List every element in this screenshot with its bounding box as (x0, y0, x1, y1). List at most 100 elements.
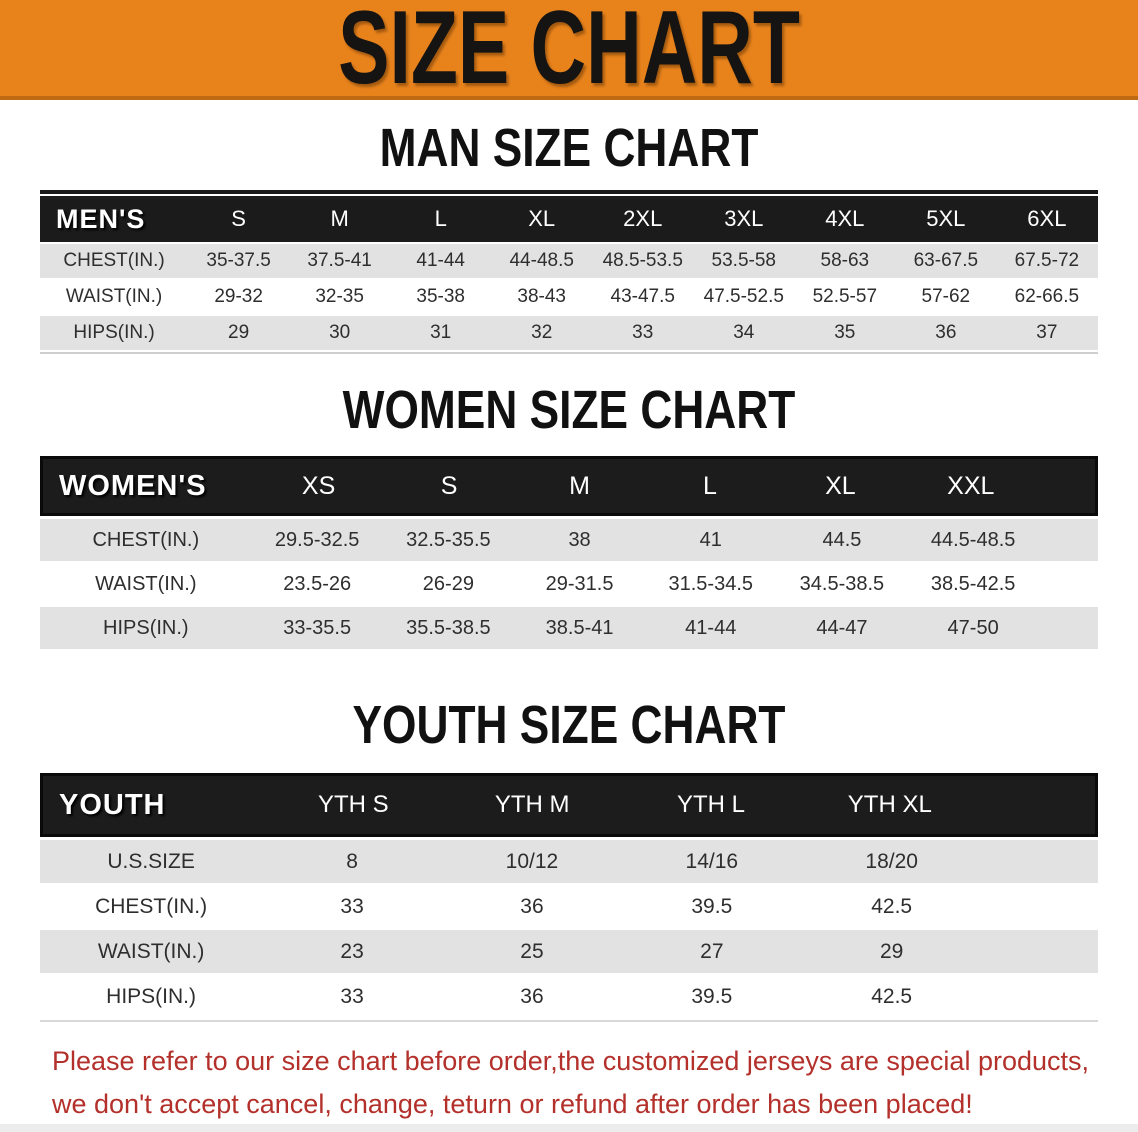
size-value: 33 (340, 894, 364, 918)
size-value: 44.5 (822, 528, 862, 551)
row-label: HIPS(IN.) (106, 984, 196, 1008)
row-label: CHEST(IN.) (92, 528, 200, 551)
size-value: 38-43 (517, 286, 567, 307)
size-value: 58-63 (820, 250, 870, 271)
column-header: XXL (947, 471, 995, 500)
size-value: 34.5-38.5 (799, 572, 885, 595)
column-header: YTH M (494, 791, 570, 818)
size-value: 52.5-57 (812, 286, 878, 307)
size-value: 42.5 (871, 984, 913, 1008)
banner: SIZE CHART (0, 0, 1138, 100)
size-value: 34 (733, 322, 755, 343)
size-value: 18/20 (865, 849, 918, 873)
table-header-row: WOMEN'S XS S M L XL XXL (40, 456, 1098, 516)
size-value: 39.5 (691, 894, 733, 918)
men-section-heading-text: MAN SIZE CHART (379, 118, 759, 178)
column-header: 5XL (926, 206, 966, 231)
table-row: WAIST(IN.) 23.5-26 26-29 29-31.5 31.5-34.5 34… (40, 563, 1098, 605)
size-value: 33 (340, 984, 364, 1008)
order-disclaimer: Please refer to our size chart before or… (52, 1040, 1108, 1126)
column-header: 3XL (724, 206, 764, 231)
youth-section-heading-text: YOUTH SIZE CHART (352, 695, 786, 755)
column-header: XL (825, 471, 856, 500)
women-section: WOMEN SIZE CHART WOMEN'S XS S M L XL XXL CHEST(… (0, 383, 1138, 649)
youth-size-table: YOUTH YTH S YTH M YTH L YTH XL U.S.SIZE 8 10/12… (40, 773, 1098, 1022)
size-value: 33 (632, 322, 654, 343)
size-value: 10/12 (505, 849, 559, 873)
row-label: CHEST(IN.) (63, 250, 165, 271)
column-header: 2XL (623, 206, 663, 231)
column-header: L (702, 471, 717, 500)
size-value: 35.5-38.5 (406, 616, 491, 639)
men-section: MAN SIZE CHART MEN'S S M L XL 2XL 3XL 4XL 5XL 6XL… (0, 118, 1138, 354)
size-value: 67.5-72 (1014, 250, 1080, 271)
size-value: 35-38 (416, 286, 465, 307)
column-header: YTH XL (847, 791, 932, 818)
size-value: 35 (834, 322, 856, 343)
women-section-heading: WOMEN SIZE CHART (0, 383, 1138, 437)
size-value: 35-37.5 (206, 250, 271, 271)
row-label: WAIST(IN.) (65, 286, 163, 307)
size-value: 33-35.5 (283, 616, 352, 639)
table-row: U.S.SIZE 8 10/12 14/16 18/20 (40, 840, 1098, 883)
size-value: 38 (568, 528, 591, 551)
column-header: 4XL (825, 206, 865, 231)
size-value: 57-62 (921, 286, 971, 307)
size-value: 37 (1036, 322, 1058, 343)
banner-title: SIZE CHART (257, 0, 881, 106)
size-value: 44.5-48.5 (930, 528, 1016, 551)
table-header-row: MEN'S S M L XL 2XL 3XL 4XL 5XL 6XL (40, 196, 1098, 242)
size-value: 29 (228, 322, 250, 343)
size-value: 38.5-41 (545, 616, 614, 639)
size-value: 38.5-42.5 (930, 572, 1016, 595)
table-header-row: YOUTH YTH S YTH M YTH L YTH XL (40, 773, 1098, 837)
size-value: 32-35 (315, 286, 364, 307)
size-value: 48.5-53.5 (602, 250, 683, 271)
column-header: XL (528, 206, 556, 231)
table-row: CHEST(IN.) 29.5-32.5 32.5-35.5 38 41 44.5 44.5… (40, 519, 1098, 561)
row-label: HIPS(IN.) (103, 616, 189, 639)
size-value: 39.5 (691, 984, 733, 1008)
size-value: 31.5-34.5 (668, 572, 753, 595)
size-value: 29.5-32.5 (274, 528, 360, 551)
size-value: 36 (520, 894, 544, 918)
table-row: HIPS(IN.) 33-35.5 35.5-38.5 38.5-41 41-44 44-… (40, 607, 1098, 649)
table-row: CHEST(IN.) 33 36 39.5 42.5 (40, 885, 1098, 928)
row-label: HIPS(IN.) (73, 322, 155, 343)
table-corner-label: MEN'S (56, 203, 146, 234)
size-value: 47-50 (947, 616, 999, 639)
column-header: XS (301, 471, 336, 500)
table-row: WAIST(IN.) 29-32 32-35 35-38 38-43 43-47.5 47.… (40, 280, 1098, 314)
column-header: S (440, 471, 458, 500)
table-row: HIPS(IN.) 29 30 31 32 33 34 35 36 37 (40, 316, 1098, 350)
men-size-table: MEN'S S M L XL 2XL 3XL 4XL 5XL 6XL CHEST(IN.) 35-37… (40, 190, 1098, 354)
size-value: 23 (340, 939, 364, 963)
size-value: 47.5-52.5 (703, 286, 784, 307)
table-row: WAIST(IN.) 23 25 27 29 (40, 930, 1098, 973)
column-header: M (330, 206, 349, 231)
men-section-heading: MAN SIZE CHART (0, 118, 1138, 178)
size-value: 23.5-26 (283, 572, 352, 595)
column-header: M (569, 471, 590, 500)
size-value: 29-32 (214, 286, 263, 307)
size-value: 14/16 (685, 849, 739, 873)
row-label: U.S.SIZE (107, 849, 195, 873)
size-value: 41-44 (685, 616, 737, 639)
size-value: 62-66.5 (1014, 286, 1080, 307)
column-header: 6XL (1027, 206, 1067, 231)
row-label: CHEST(IN.) (95, 894, 208, 918)
table-corner-label: WOMEN'S (59, 469, 207, 502)
disclaimer-line-1: Please refer to our size chart before or… (52, 1046, 1090, 1076)
size-value: 42.5 (871, 894, 913, 918)
size-value: 27 (700, 939, 724, 963)
table-corner-label: YOUTH (59, 788, 166, 821)
size-value: 29 (880, 939, 904, 963)
row-label: WAIST(IN.) (95, 572, 197, 595)
size-value: 44-48.5 (509, 250, 574, 271)
size-value: 41-44 (416, 250, 465, 271)
table-row: CHEST(IN.) 35-37.5 37.5-41 41-44 44-48.5 48.5… (40, 244, 1098, 278)
size-value: 63-67.5 (913, 250, 979, 271)
banner-title-text: SIZE CHART (338, 0, 800, 106)
column-header: YTH L (676, 791, 745, 818)
youth-section-heading: YOUTH SIZE CHART (0, 695, 1138, 755)
